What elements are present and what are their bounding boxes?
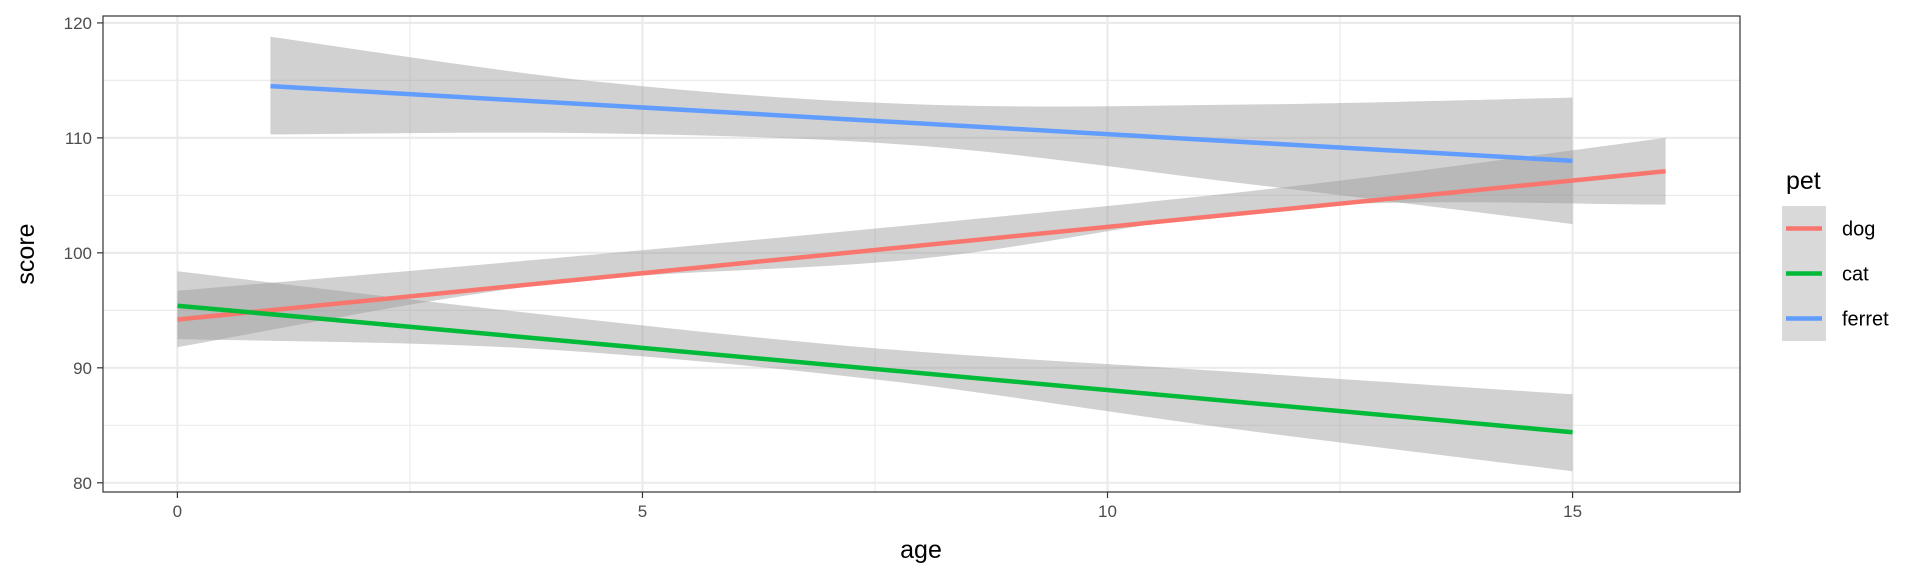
legend-items: dog cat ferret: [1782, 206, 1889, 341]
y-tick-label: 110: [65, 129, 92, 148]
x-tick-label: 0: [173, 502, 182, 521]
confidence-band-dog: [177, 137, 1666, 348]
legend-title: pet: [1786, 167, 1821, 195]
legend-label-ferret: ferret: [1842, 309, 1889, 331]
grid-minor: [103, 16, 1740, 492]
trend-line-dog: [177, 168, 1666, 322]
confidence-band-ferret: [270, 36, 1573, 225]
x-tick-label: 15: [1563, 502, 1582, 521]
trend-line-cat: [177, 303, 1573, 435]
x-axis: 0 5 10 15: [173, 492, 1582, 521]
confidence-band-cat: [177, 271, 1573, 472]
grid-major: [103, 16, 1740, 492]
x-tick-label: 5: [638, 502, 647, 521]
trend-lines: [177, 83, 1666, 435]
panel-background: [103, 16, 1740, 492]
legend-label-dog: dog: [1842, 219, 1875, 241]
y-axis: 80 90 100 110 120: [64, 14, 103, 493]
confidence-bands: [177, 36, 1666, 472]
y-axis-title: score: [12, 223, 40, 284]
x-axis-title: age: [900, 536, 942, 564]
y-tick-label: 90: [73, 359, 92, 378]
y-tick-label: 100: [64, 244, 92, 263]
x-tick-label: 10: [1098, 502, 1117, 521]
trend-line-ferret: [270, 83, 1573, 164]
y-tick-label: 80: [73, 474, 92, 493]
legend: pet dog cat ferret: [1782, 167, 1889, 341]
y-tick-label: 120: [64, 14, 92, 33]
legend-label-cat: cat: [1842, 264, 1869, 286]
panel-border: [102, 15, 1741, 493]
